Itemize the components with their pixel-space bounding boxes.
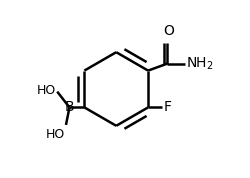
Text: F: F <box>164 100 172 114</box>
Text: NH$_2$: NH$_2$ <box>186 55 214 72</box>
Text: HO: HO <box>37 84 56 97</box>
Text: B: B <box>65 100 74 114</box>
Text: O: O <box>163 24 174 38</box>
Text: HO: HO <box>46 128 65 141</box>
